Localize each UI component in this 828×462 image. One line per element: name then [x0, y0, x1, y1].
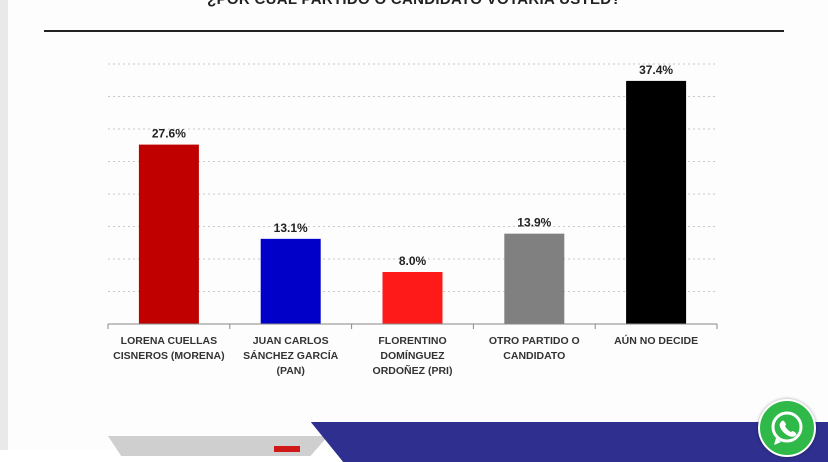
- category-label: LORENA CUELLAS CISNEROS (MORENA): [113, 335, 225, 362]
- data-label: 8.0%: [399, 254, 427, 268]
- category-label: AÚN NO DECIDE: [614, 335, 699, 347]
- category-label: OTRO PARTIDO O CANDIDATO: [488, 335, 580, 362]
- data-labels: 27.6% 13.1% 8.0% 13.9% 37.4%: [152, 63, 674, 268]
- gridlines: [108, 63, 717, 292]
- data-label: 27.6%: [152, 127, 186, 141]
- bar: [626, 80, 687, 325]
- data-label: 13.9%: [517, 216, 551, 230]
- bar: [504, 233, 565, 324]
- category-label: FLORENTINO DOMÍNGUEZ ORDOÑEZ (PRI): [372, 335, 453, 377]
- chart-title: ¿POR CUÁL PARTIDO O CANDIDATO VOTARÍA US…: [0, 0, 828, 8]
- bar: [382, 272, 443, 324]
- whatsapp-icon[interactable]: [758, 399, 816, 457]
- data-label: 13.1%: [274, 221, 308, 235]
- x-axis: [107, 323, 718, 329]
- bars: [138, 80, 687, 325]
- data-label: 37.4%: [639, 63, 673, 77]
- footer-navy-band: [310, 422, 828, 462]
- page-background: [0, 0, 828, 450]
- category-label: JUAN CARLOS SÁNCHEZ GARCÍA (PAN): [243, 335, 339, 377]
- page-edge: [0, 0, 8, 450]
- bar: [260, 238, 321, 324]
- bar-chart: 27.6% 13.1% 8.0% 13.9% 37.4%: [107, 63, 718, 329]
- bar: [138, 144, 199, 324]
- footer-red-mark: [274, 446, 300, 452]
- title-divider: [44, 30, 784, 32]
